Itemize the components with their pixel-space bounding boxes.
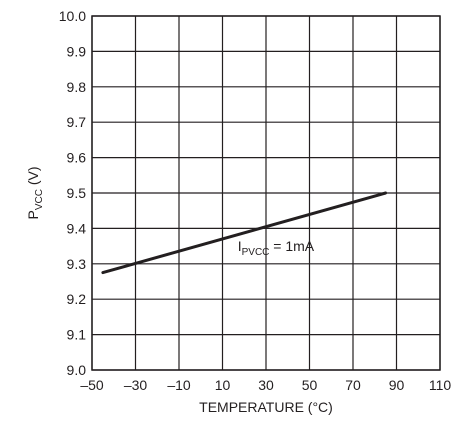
y-axis-title: PVCC (V) [25,166,45,219]
x-tick-label: 110 [429,377,452,393]
annotations: IPVCC = 1mA [238,238,315,258]
x-tick-label: 50 [302,377,318,393]
y-tick-label: 9.2 [67,291,87,307]
y-axis-title-suffix: (V) [25,166,41,189]
x-tick-label: –50 [80,377,104,393]
y-tick-label: 9.1 [67,327,87,343]
x-tick-label: 30 [258,377,274,393]
x-tick-labels: –50 –30 –10 10 30 50 70 90 110 [80,377,451,393]
series-line [101,191,388,275]
y-tick-label: 10.0 [59,8,86,24]
y-tick-label: 9.4 [67,220,87,236]
x-tick-label: 70 [345,377,361,393]
y-tick-label: 9.3 [67,256,87,272]
y-tick-label: 9.7 [67,114,87,130]
x-tick-label: –10 [167,377,191,393]
y-tick-label: 9.9 [67,43,87,59]
plot-frame [91,15,441,371]
y-tick-labels: 9.0 9.1 9.2 9.3 9.4 9.5 9.6 9.7 9.8 9.9 10.0 [59,8,86,378]
annotation-main: I [238,238,242,254]
grid-lines [91,15,441,371]
annotation-sub: PVCC [242,247,270,258]
y-tick-label: 9.6 [67,150,87,166]
y-axis-title-sub: VCC [34,189,45,210]
series-group [101,191,388,275]
y-axis-title-main: P [25,210,41,219]
x-tick-label: –30 [124,377,148,393]
y-tick-label: 9.0 [67,362,87,378]
y-tick-label: 9.8 [67,79,87,95]
x-tick-label: 90 [389,377,405,393]
annotation-suffix: = 1mA [269,238,314,254]
y-tick-label: 9.5 [67,185,87,201]
x-tick-label: 10 [215,377,231,393]
x-axis-title: TEMPERATURE (°C) [199,399,333,415]
annotation-label: IPVCC = 1mA [238,238,315,258]
